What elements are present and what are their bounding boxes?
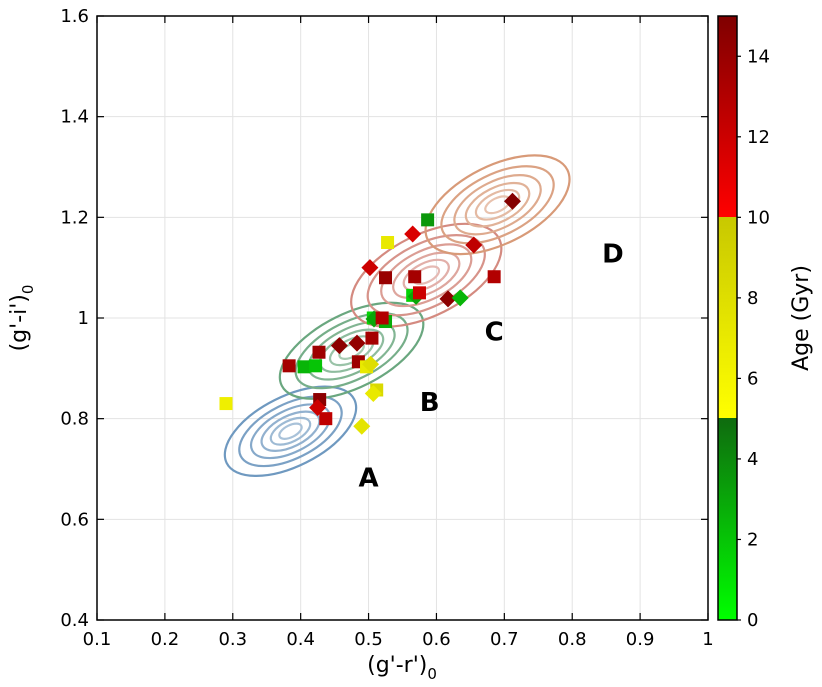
contour-d-level-1: [424, 154, 571, 256]
contour-a-level-6: [278, 422, 303, 440]
colorbar-ticks: 0 2 4 6 8 10 12 14: [737, 46, 770, 631]
y-tick-label: 0.8: [60, 409, 89, 430]
x-axis-ticks: 0.1 0.2 0.3 0.4 0.5 0.6 0.7 0.8 0.9 1: [83, 16, 714, 650]
data-point-diamond: [362, 355, 380, 373]
contour-b-level-2: [294, 312, 409, 390]
data-point-diamond: [348, 334, 366, 352]
contour-d-level-3: [453, 174, 542, 236]
region-label-a: A: [358, 464, 378, 494]
colorbar-tick-label: 4: [747, 449, 758, 470]
colorbar-frame: [717, 15, 738, 621]
x-tick-label: 0.9: [626, 629, 655, 650]
contour-a-level-2: [238, 395, 343, 468]
x-tick-label: 0.1: [83, 629, 112, 650]
data-point-diamond: [309, 399, 327, 417]
contour-c-level-2: [366, 234, 486, 317]
colorbar: 0 2 4 6 8 10 12 14 Age (Gyr): [717, 15, 814, 631]
data-point-diamond: [330, 337, 348, 355]
data-point-diamond: [364, 385, 382, 402]
region-labels: A B C D: [358, 240, 623, 494]
region-label-d: D: [602, 240, 624, 270]
contour-a-level-1: [223, 385, 358, 477]
y-tick-label: 1.4: [60, 107, 89, 128]
x-tick-label: 0.6: [422, 629, 451, 650]
y-tick-label: 1.6: [60, 6, 89, 27]
contour-d-level-2: [440, 165, 555, 245]
colorbar-tick-label: 14: [747, 46, 770, 67]
data-point-diamond: [361, 259, 379, 277]
data-points: [219, 192, 521, 435]
contour-a-level-5: [269, 416, 312, 446]
data-point-square: [408, 270, 422, 284]
y-axis-label: (g'-i')0: [7, 285, 37, 352]
data-point-diamond: [353, 417, 371, 435]
colorbar-band-5-10: [718, 217, 737, 418]
y-axis-ticks: 0.4 0.6 0.8 1 1.2 1.4 1.6: [60, 6, 708, 631]
data-point-square: [375, 311, 389, 325]
data-point-diamond: [439, 290, 457, 308]
colorbar-band-0-5: [718, 418, 737, 620]
density-contours: [223, 154, 571, 477]
data-point-square: [319, 412, 333, 426]
x-tick-label: 0.2: [151, 629, 180, 650]
x-axis-label: (g'-r')0: [367, 653, 437, 683]
contour-b-level-1: [278, 301, 425, 400]
y-tick-label: 1: [78, 308, 89, 329]
x-tick-label: 0.5: [354, 629, 383, 650]
contour-c-level-5: [402, 258, 450, 292]
x-tick-label: 0.3: [218, 629, 247, 650]
colorbar-tick-label: 2: [747, 529, 758, 550]
data-point-square: [381, 236, 395, 249]
data-point-square: [312, 345, 326, 359]
data-point-diamond: [503, 192, 521, 210]
colorbar-label: Age (Gyr): [789, 265, 814, 371]
colorbar-tick-label: 12: [747, 127, 770, 148]
region-label-c: C: [485, 318, 504, 348]
x-tick-label: 0.7: [490, 629, 519, 650]
data-point-square: [412, 286, 426, 300]
data-point-square: [297, 360, 311, 374]
data-point-diamond: [451, 289, 469, 307]
data-point-square: [487, 270, 501, 284]
data-point-square: [282, 359, 296, 373]
x-tick-label: 0.8: [558, 629, 587, 650]
y-tick-label: 0.4: [60, 610, 89, 631]
contour-c-level-4: [392, 251, 461, 299]
data-point-square: [379, 271, 393, 285]
contour-a-level-4: [260, 410, 321, 452]
colorbar-tick-label: 6: [747, 368, 758, 389]
contour-c-level-1: [350, 222, 503, 328]
data-point-square: [365, 331, 379, 345]
x-tick-label: 0.4: [286, 629, 315, 650]
y-tick-label: 0.6: [60, 509, 89, 530]
colorbar-tick-label: 8: [747, 288, 758, 309]
colorbar-tick-label: 0: [747, 610, 758, 631]
colorbar-tick-label: 10: [747, 207, 770, 228]
y-tick-label: 1.2: [60, 207, 89, 228]
contour-a-level-3: [249, 403, 331, 460]
x-tick-label: 1: [702, 629, 713, 650]
colorbar-band-10-15: [718, 16, 737, 217]
contour-d-level-4: [464, 181, 531, 228]
region-label-b: B: [420, 388, 440, 418]
data-point-square: [219, 397, 233, 411]
contour-d-level-5: [474, 188, 521, 221]
data-point-square: [421, 213, 435, 227]
data-point-diamond: [465, 236, 483, 254]
data-point-diamond: [404, 225, 422, 243]
data-point-square: [309, 359, 323, 373]
